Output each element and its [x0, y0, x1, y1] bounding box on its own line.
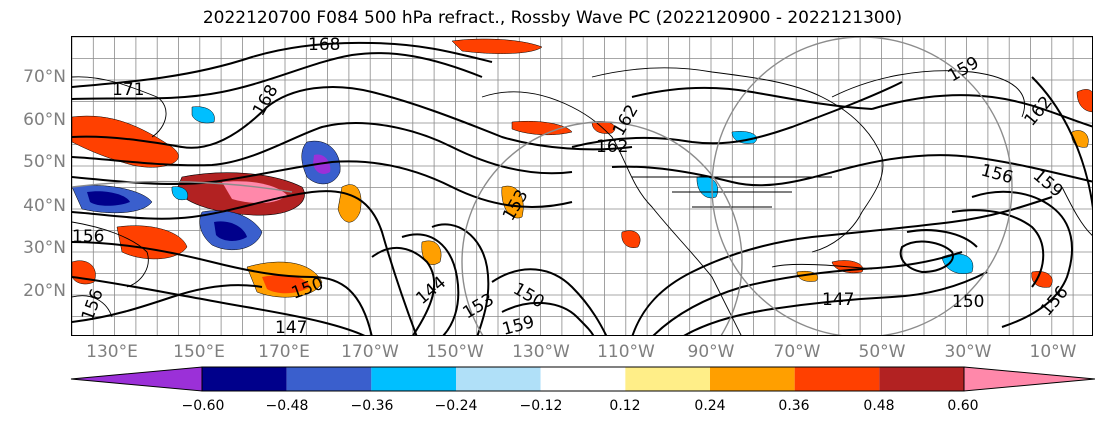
colorbar-tick-label: 0.60: [947, 398, 979, 414]
colorbar-extend-high: [963, 366, 1095, 392]
map-title: 2022120700 F084 500 hPa refract., Rossby…: [202, 8, 903, 28]
contour-label: 159: [945, 53, 983, 87]
lon-label-10w: 10°W: [1029, 342, 1077, 362]
lat-label-40n: 40°N: [23, 196, 66, 216]
lon-label-150w: 150°W: [426, 342, 484, 362]
colorbar-segment: [540, 367, 626, 391]
lon-label-90w: 90°W: [687, 342, 735, 362]
lon-label-130w: 130°W: [512, 342, 570, 362]
colorbar-segment: [710, 367, 795, 391]
lon-label-110w: 110°W: [597, 342, 655, 362]
contour-label: 156: [78, 286, 108, 323]
contour-label: 150: [952, 292, 984, 312]
lat-label-70n: 70°N: [23, 67, 66, 87]
contour-label: 144: [412, 273, 450, 309]
colorbar-tick-label: −0.24: [434, 398, 478, 414]
contour-label: 162: [609, 101, 643, 139]
colorbar-tick-label: 0.24: [694, 398, 726, 414]
colorbar-segment: [879, 367, 964, 391]
height-contours: [72, 41, 1092, 335]
colorbar-segment: [202, 367, 287, 391]
map-panel: 168 171 168 162 162 159 162 156 159 156 …: [71, 36, 1093, 336]
colorbar-tick-label: 0.12: [609, 398, 641, 414]
colorbar-tick-label: −0.36: [350, 398, 394, 414]
contour-label: 171: [112, 80, 144, 100]
colorbar-tick-label: −0.48: [265, 398, 309, 414]
contour-label: 156: [1037, 282, 1073, 320]
colorbar-tick-label: −0.12: [519, 398, 563, 414]
lon-label-70w: 70°W: [773, 342, 821, 362]
colorbar-tick-label: 0.48: [863, 398, 895, 414]
lon-label-170w: 170°W: [341, 342, 399, 362]
contour-label: 156: [72, 227, 104, 247]
colorbar-tick-label: −0.60: [181, 398, 225, 414]
lon-label-170e: 170°E: [258, 342, 310, 362]
colorbar-frame: [201, 366, 965, 392]
lon-label-50w: 50°W: [858, 342, 906, 362]
lat-label-50n: 50°N: [23, 152, 66, 172]
colorbar-segment: [371, 367, 456, 391]
map-canvas: 168 171 168 162 162 159 162 156 159 156 …: [72, 37, 1092, 336]
colorbar-segment: [456, 367, 541, 391]
rossby-wave-rings: [72, 37, 1013, 335]
colorbar-tick-label: 0.36: [778, 398, 810, 414]
lat-label-30n: 30°N: [23, 238, 66, 258]
contour-label: 147: [822, 290, 854, 310]
lat-label-60n: 60°N: [23, 110, 66, 130]
colorbar-segment: [794, 367, 880, 391]
colorbar: [70, 366, 1095, 392]
lon-label-30w: 30°W: [944, 342, 992, 362]
colorbar-segment: [286, 367, 372, 391]
colorbar-extend-low: [70, 366, 203, 392]
contour-label: 168: [308, 37, 340, 55]
contour-label: 162: [596, 137, 628, 157]
contour-label: 147: [275, 318, 307, 336]
lon-label-130e: 130°E: [86, 342, 138, 362]
colorbar-segment: [625, 367, 710, 391]
lat-label-20n: 20°N: [23, 281, 66, 301]
contour-label: 159: [500, 312, 537, 336]
lon-label-150e: 150°E: [173, 342, 225, 362]
